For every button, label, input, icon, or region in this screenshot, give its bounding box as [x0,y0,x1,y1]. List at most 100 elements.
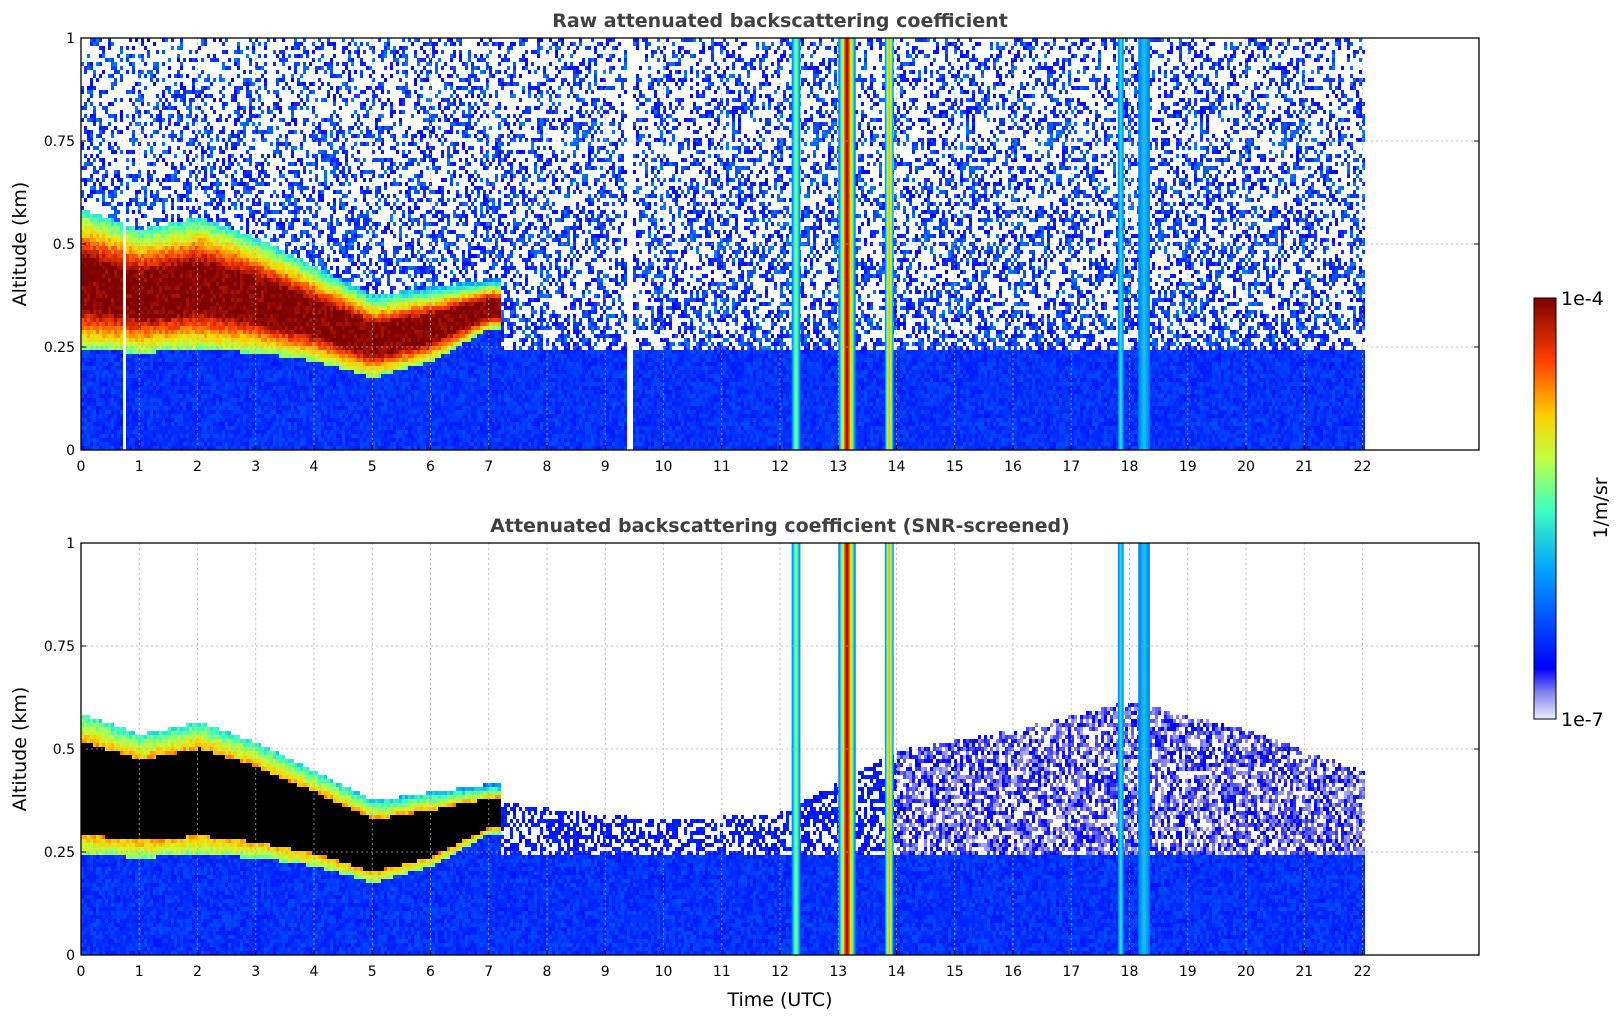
heatmap-cell [243,342,246,346]
heatmap-cell [258,78,261,82]
heatmap-cell [132,390,135,394]
heatmap-cell [144,382,147,386]
heatmap-cell [108,286,111,290]
heatmap-cell [141,358,144,362]
heatmap-cell [192,66,195,70]
heatmap-cell [147,306,150,310]
heatmap-cell [186,346,189,350]
heatmap-cell [210,414,213,418]
heatmap-cell [243,398,246,402]
heatmap-cell [171,350,174,354]
heatmap-cell [273,298,276,302]
heatmap-cell [204,274,207,278]
heatmap-cell [147,206,150,210]
heatmap-cell [87,394,90,398]
heatmap-cell [198,106,201,110]
heatmap-cell [270,418,273,422]
heatmap-cell [147,174,150,178]
heatmap-cell [114,290,117,294]
heatmap-cell [198,358,201,362]
heatmap-cell [102,378,105,382]
heatmap-cell [252,350,255,354]
heatmap-cell [246,442,249,446]
heatmap-cell [129,442,132,446]
heatmap-cell [153,366,156,370]
heatmap-cell [255,182,258,186]
heatmap-cell [252,278,255,282]
heatmap-cell [135,306,138,310]
heatmap-cell [162,50,165,54]
heatmap-cell [150,234,153,238]
heatmap-cell [99,346,102,350]
heatmap-cell [264,442,267,446]
heatmap-cell [219,394,222,398]
heatmap-cell [84,302,87,306]
heatmap-cell [246,246,249,250]
heatmap-cell [93,110,96,114]
heatmap-cell [240,342,243,346]
heatmap-cell [138,190,141,194]
heatmap-cell [177,414,180,418]
heatmap-cell [165,98,168,102]
heatmap-cell [288,182,291,186]
heatmap-cell [126,346,129,350]
heatmap-cell [96,118,99,122]
heatmap-cell [228,282,231,286]
heatmap-cell [222,238,225,242]
heatmap-cell [273,50,276,54]
heatmap-cell [144,230,147,234]
heatmap-cell [249,386,252,390]
heatmap-cell [177,350,180,354]
heatmap-cell [270,386,273,390]
heatmap-cell [255,290,258,294]
heatmap-cell [102,162,105,166]
heatmap-cell [114,314,117,318]
heatmap-cell [102,286,105,290]
heatmap-cell [90,186,93,190]
heatmap-cell [273,270,276,274]
heatmap-cell [147,346,150,350]
heatmap-cell [174,298,177,302]
heatmap-cell [87,130,90,134]
heatmap-cell [198,310,201,314]
heatmap-cell [279,134,282,138]
heatmap-cell [207,426,210,430]
heatmap-cell [168,66,171,70]
heatmap-cell [237,330,240,334]
heatmap-cell [261,274,264,278]
heatmap-cell [114,370,117,374]
heatmap-cell [96,154,99,158]
heatmap-cell [243,338,246,342]
heatmap-cell [264,214,267,218]
heatmap-cell [213,354,216,358]
heatmap-cell [207,346,210,350]
heatmap-cell [216,402,219,406]
heatmap-cell [150,202,153,206]
heatmap-cell [258,294,261,298]
heatmap-cell [246,310,249,314]
heatmap-cell [171,254,174,258]
heatmap-cell [138,310,141,314]
heatmap-cell [120,290,123,294]
heatmap-cell [204,446,207,450]
heatmap-cell [81,274,84,278]
heatmap-cell [117,430,120,434]
heatmap-cell [240,354,243,358]
heatmap-cell [222,402,225,406]
heatmap-cell [282,50,285,54]
heatmap-cell [111,394,114,398]
heatmap-cell [243,426,246,430]
heatmap-cell [156,274,159,278]
heatmap-cell [177,314,180,318]
heatmap-cell [96,338,99,342]
heatmap-cell [141,366,144,370]
heatmap-cell [216,334,219,338]
heatmap-cell [84,446,87,450]
heatmap-cell [129,278,132,282]
heatmap-cell [168,386,171,390]
heatmap-cell [240,166,243,170]
heatmap-cell [183,226,186,230]
heatmap-cell [141,382,144,386]
heatmap-cell [183,334,186,338]
heatmap-cell [135,302,138,306]
